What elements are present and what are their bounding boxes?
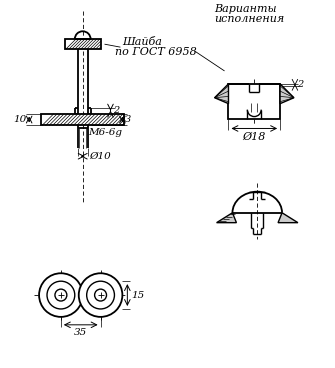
Text: Ø18: Ø18	[243, 131, 266, 141]
Bar	[65, 39, 100, 49]
Text: исполнения: исполнения	[215, 14, 285, 24]
Text: 15: 15	[131, 291, 145, 300]
Text: 10: 10	[13, 115, 26, 124]
Circle shape	[79, 273, 122, 317]
Polygon shape	[217, 213, 237, 223]
Text: по ГОСТ 6958: по ГОСТ 6958	[116, 47, 197, 57]
Text: Шайба: Шайба	[122, 37, 162, 47]
Circle shape	[39, 273, 83, 317]
Text: 2: 2	[297, 80, 303, 89]
Polygon shape	[280, 84, 294, 104]
Circle shape	[87, 281, 115, 309]
Text: Варианты: Варианты	[215, 4, 277, 14]
Polygon shape	[278, 213, 298, 223]
Bar	[228, 84, 280, 118]
Circle shape	[55, 289, 67, 301]
Text: Ø10: Ø10	[90, 152, 112, 161]
Bar	[41, 114, 124, 125]
Text: 2: 2	[114, 106, 120, 115]
Circle shape	[47, 281, 75, 309]
Text: M6-6g: M6-6g	[88, 128, 122, 138]
Text: 35: 35	[74, 328, 87, 337]
Circle shape	[94, 289, 107, 301]
Text: 3: 3	[125, 115, 132, 124]
Polygon shape	[215, 84, 228, 104]
